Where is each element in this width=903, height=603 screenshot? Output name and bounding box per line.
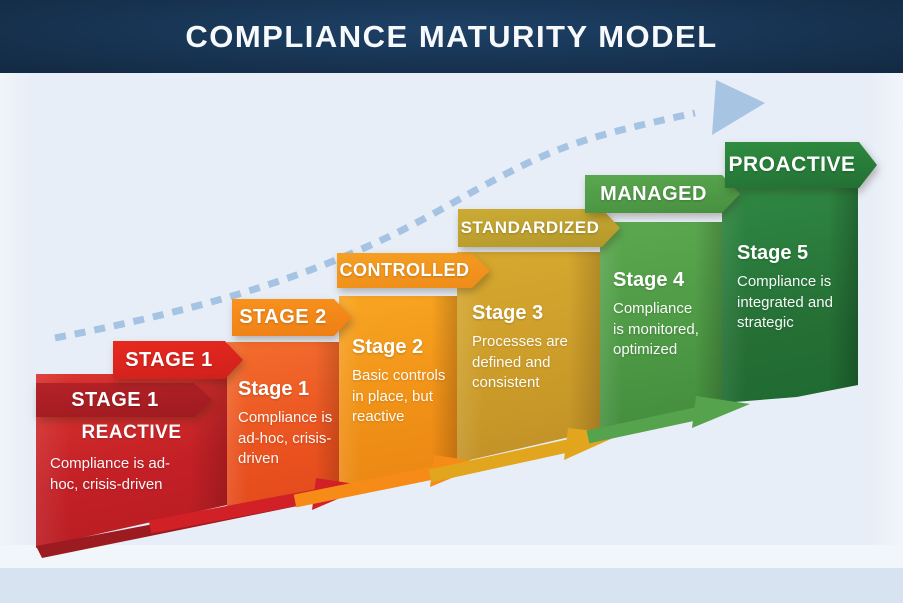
tab-label: CONTROLLED <box>337 253 490 288</box>
tab-label: STAGE 2 <box>232 299 352 336</box>
stage-description: Compliance is monitored, optimized <box>613 300 699 359</box>
stage-description: Basic controls in place, but reactive <box>352 367 446 426</box>
banner-label: PROACTIVE <box>725 142 877 188</box>
column-stage-3: Stage 3 Processes are defined and consis… <box>457 252 600 463</box>
reactive-description: Compliance is ad-hoc, crisis-driven <box>50 455 171 493</box>
ribbon-label: STAGE 1 <box>36 383 212 417</box>
tab-label: STANDARDIZED <box>458 209 620 247</box>
page-title: COMPLIANCE MATURITY MODEL <box>185 18 718 54</box>
tab-stage-1: STAGE 1 <box>113 341 243 379</box>
tab-managed: MANAGED <box>585 175 740 213</box>
banner-proactive: PROACTIVE <box>725 142 877 188</box>
stage-heading: Stage 5 <box>737 242 809 264</box>
tab-standardized: STANDARDIZED <box>458 209 620 247</box>
stage-description: Compliance is ad-hoc, crisis-driven <box>238 409 333 468</box>
tab-controlled: CONTROLLED <box>337 253 490 288</box>
ribbon-stage-1-reactive: STAGE 1 <box>36 383 212 417</box>
title-bar: COMPLIANCE MATURITY MODEL <box>0 0 903 73</box>
tab-stage-2: STAGE 2 <box>232 299 352 336</box>
tab-label: MANAGED <box>585 175 740 213</box>
bottom-band-dark <box>0 568 903 603</box>
stage-heading: Stage 3 <box>472 302 544 324</box>
stage-description: Processes are defined and consistent <box>472 333 568 392</box>
stage-heading: Stage 2 <box>352 336 424 358</box>
column-stage-2: Stage 2 Basic controls in place, but rea… <box>339 296 457 490</box>
tab-label: STAGE 1 <box>113 341 243 379</box>
stage-description: Compliance is integrated and strategic <box>737 273 833 332</box>
column-stage-5: Stage 5 Compliance is integrated and str… <box>722 188 858 403</box>
arrowhead-icon <box>712 80 765 135</box>
stage-heading: Stage 4 <box>613 269 685 291</box>
reactive-heading: REACTIVE <box>81 422 182 443</box>
diagram-area: REACTIVE Compliance is ad-hoc, crisis-dr… <box>0 73 903 603</box>
column-stage-4: Stage 4 Compliance is monitored, optimiz… <box>600 222 722 430</box>
column-stage-1: Stage 1 Compliance is ad-hoc, crisis-dri… <box>227 342 339 512</box>
bottom-band-light <box>0 545 903 568</box>
stage-heading: Stage 1 <box>238 378 310 400</box>
